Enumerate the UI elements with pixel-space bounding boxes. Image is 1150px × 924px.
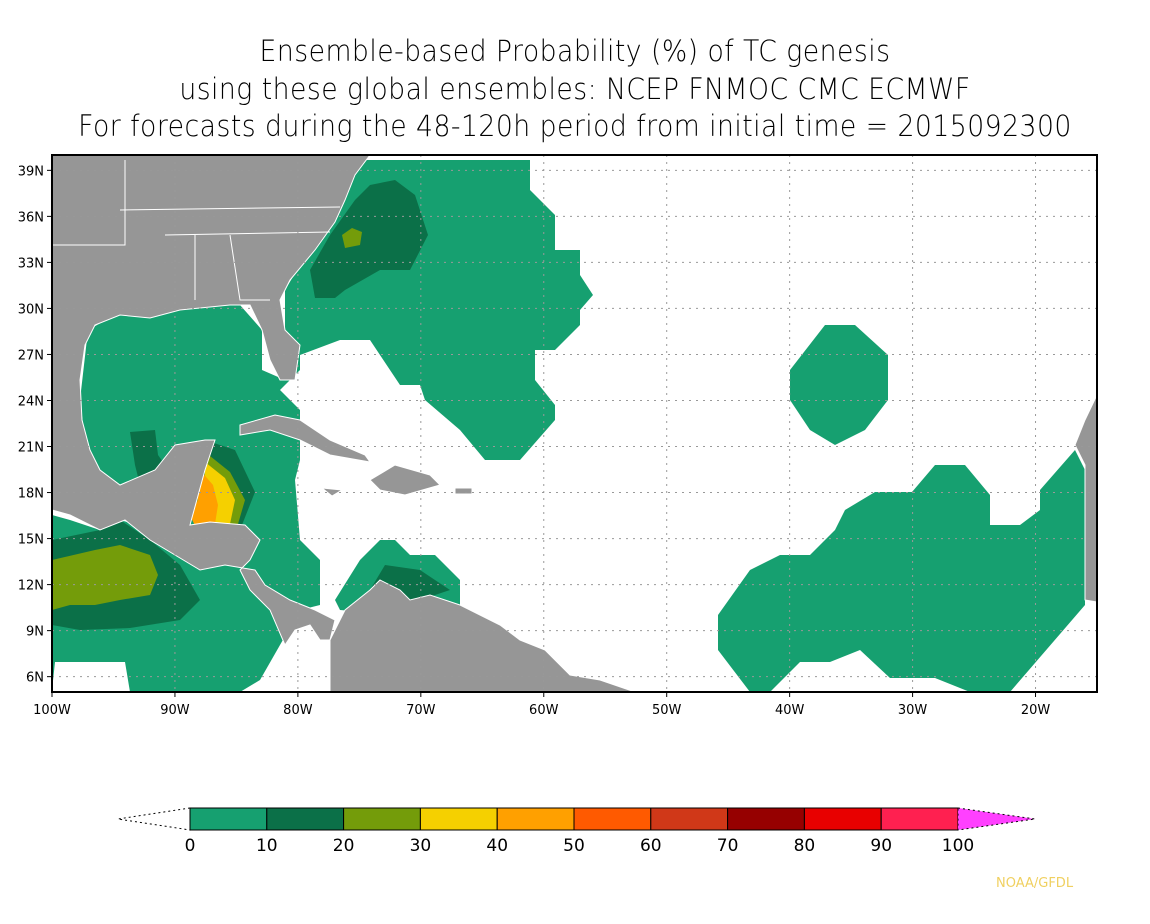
lat-tick-label: 30N: [18, 302, 44, 317]
land-south-america: [329, 579, 636, 692]
colorbar-label: 60: [640, 836, 662, 856]
colorbar-segment: [189, 807, 268, 831]
lon-tick-label: 50W: [652, 703, 682, 718]
colorbar-label: 50: [563, 836, 585, 856]
map-frame: [51, 154, 1098, 693]
lon-tick-label: 40W: [775, 703, 805, 718]
axes: 6N 9N 12N 15N 18N 21N 24N 27N 30N 33N 36N 39N 100W 90…: [18, 164, 1051, 718]
land-puerto-rico: [454, 487, 473, 495]
lon-tick-label: 100W: [33, 703, 71, 718]
colorbar-label: 40: [486, 836, 508, 856]
land-mask: [52, 155, 1097, 692]
contour-20-30-carolinas: [342, 228, 362, 248]
contour-20-30-pacific: [52, 545, 158, 610]
lat-tick-label: 24N: [18, 394, 44, 409]
colorbar-over-arrow: [957, 807, 1036, 831]
land-hispaniola: [369, 464, 441, 496]
state-borders-5: [229, 234, 270, 301]
colorbar-segment: [343, 807, 421, 831]
land-north-central-america: [52, 155, 371, 647]
lat-tick-label: 9N: [26, 625, 44, 640]
lat-tick-label: 6N: [26, 671, 44, 686]
state-borders: [52, 160, 126, 246]
colorbar-segment: [803, 807, 882, 831]
land-cuba: [239, 414, 372, 463]
colorbar-label: 0: [185, 836, 196, 856]
colorbar-label: 80: [794, 836, 816, 856]
colorbar-label: 100: [942, 836, 974, 856]
colorbar-segment: [419, 807, 498, 831]
lat-tick-label: 18N: [18, 487, 44, 502]
colorbar: 0 10 20 30 40 50 60 70 80 90 100: [117, 807, 1036, 856]
colorbar-segment: [727, 807, 805, 831]
colorbar-under-arrow: [117, 807, 191, 831]
contour-10-20-carolinas: [310, 180, 428, 298]
contour-0-10-central-atlantic: [790, 325, 888, 445]
lon-tick-label: 30W: [898, 703, 928, 718]
colorbar-segment: [266, 807, 345, 831]
contour-0-10-east-atlantic: [718, 450, 1085, 692]
colorbar-label: 20: [333, 836, 355, 856]
lon-tick-label: 80W: [283, 703, 313, 718]
colorbar-segment: [880, 807, 959, 831]
lon-tick-label: 70W: [406, 703, 436, 718]
contour-10-20-venezuela: [370, 565, 450, 632]
colorbar-segment: [650, 807, 729, 831]
lat-tick-label: 12N: [18, 579, 44, 594]
lat-tick-label: 39N: [18, 164, 44, 179]
lon-tick-label: 60W: [529, 703, 559, 718]
lon-tick-label: 20W: [1021, 703, 1051, 718]
state-borders-3: [164, 231, 331, 236]
title-line-1: Ensemble-based Probability (%) of TC gen…: [259, 34, 891, 68]
colorbar-label: 90: [870, 836, 892, 856]
lat-tick-label: 27N: [18, 348, 44, 363]
colorbar-label: 30: [410, 836, 432, 856]
colorbar-segment: [496, 807, 575, 831]
lat-tick-label: 15N: [18, 533, 44, 548]
colorbar-label: 10: [256, 836, 278, 856]
lat-tick-label: 21N: [18, 441, 44, 456]
land-africa: [1074, 394, 1097, 603]
lat-tick-label: 36N: [18, 210, 44, 225]
colorbar-segment: [573, 807, 652, 831]
land-jamaica: [320, 487, 344, 497]
lon-tick-label: 90W: [160, 703, 190, 718]
title-line-2: using these global ensembles: NCEP FNMOC…: [179, 72, 971, 106]
colorbar-label: 70: [717, 836, 739, 856]
state-borders-2: [119, 206, 341, 211]
credit-label: NOAA/GFDL: [996, 876, 1074, 891]
lat-tick-label: 33N: [18, 256, 44, 271]
title-line-3: For forecasts during the 48-120h period …: [78, 109, 1072, 143]
